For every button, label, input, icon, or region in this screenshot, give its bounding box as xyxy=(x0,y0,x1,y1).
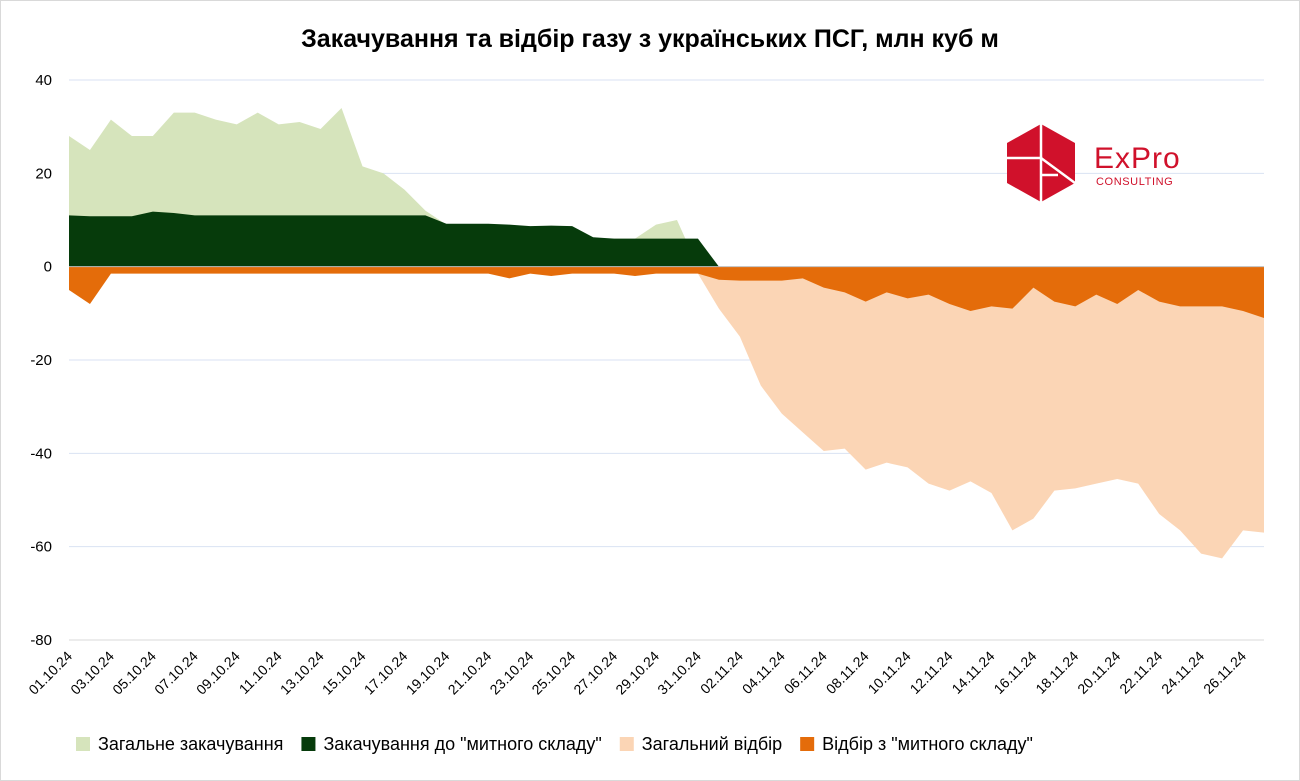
x-tick-label: 23.10.24 xyxy=(486,648,536,698)
x-tick-label: 31.10.24 xyxy=(654,648,704,698)
logo-wordmark: ExPro xyxy=(1094,142,1181,175)
chart-title: Закачування та відбір газу з українських… xyxy=(301,25,999,53)
x-tick-label: 21.10.24 xyxy=(445,648,495,698)
y-tick-label: -20 xyxy=(30,352,52,369)
x-tick-label: 15.10.24 xyxy=(319,648,369,698)
legend-swatch xyxy=(76,737,90,751)
x-tick-label: 13.10.24 xyxy=(277,648,327,698)
area-customs-withdrawal xyxy=(69,266,1264,318)
x-tick-label: 02.11.24 xyxy=(697,648,746,697)
legend-swatch xyxy=(800,737,815,751)
x-tick-label: 20.11.24 xyxy=(1074,648,1123,697)
plot-areas xyxy=(69,108,1264,559)
x-tick-label: 18.11.24 xyxy=(1032,648,1081,697)
legend-label: Загальне закачування xyxy=(98,734,283,754)
area-customs-injection xyxy=(69,211,1264,267)
legend-swatch xyxy=(301,737,316,751)
legend: Загальне закачування Закачування до "митн… xyxy=(76,734,1033,754)
x-tick-label: 29.10.24 xyxy=(612,648,662,698)
x-tick-label: 06.11.24 xyxy=(781,648,830,697)
x-tick-label: 24.11.24 xyxy=(1158,648,1207,697)
x-tick-label: 08.11.24 xyxy=(823,648,872,697)
x-tick-label: 01.10.24 xyxy=(25,648,75,698)
area-total-withdrawal xyxy=(69,266,1264,559)
y-tick-label: -60 xyxy=(30,539,52,556)
x-tick-label: 26.11.24 xyxy=(1200,648,1249,697)
y-tick-label: 20 xyxy=(35,165,52,182)
y-tick-label: 40 xyxy=(35,72,52,89)
expro-logo: ExPro CONSULTING xyxy=(1007,124,1181,202)
y-axis-ticks: 40 20 0 -20 -40 -60 -80 xyxy=(30,72,52,649)
x-axis-ticks: 01.10.2403.10.2405.10.2407.10.2409.10.24… xyxy=(25,648,1249,698)
logo-subtitle: CONSULTING xyxy=(1096,176,1173,188)
x-axis xyxy=(69,266,1264,641)
legend-swatch xyxy=(619,737,634,751)
x-tick-label: 05.10.24 xyxy=(109,648,159,698)
x-tick-label: 22.11.24 xyxy=(1116,648,1165,697)
y-tick-label: -40 xyxy=(30,445,52,462)
logo-cube-icon xyxy=(1007,124,1076,202)
x-tick-label: 25.10.24 xyxy=(528,648,578,698)
x-tick-label: 11.10.24 xyxy=(236,648,285,697)
y-tick-label: -80 xyxy=(30,632,52,649)
x-tick-label: 10.11.24 xyxy=(865,648,914,697)
x-tick-label: 27.10.24 xyxy=(570,648,620,698)
legend-label: Закачування до "митного складу" xyxy=(323,734,601,754)
x-tick-label: 04.11.24 xyxy=(739,648,788,697)
x-tick-label: 07.10.24 xyxy=(151,648,201,698)
x-tick-label: 17.10.24 xyxy=(361,648,411,698)
y-tick-label: 0 xyxy=(44,259,52,276)
x-tick-label: 16.11.24 xyxy=(990,648,1039,697)
x-tick-label: 14.11.24 xyxy=(948,648,997,697)
x-tick-label: 09.10.24 xyxy=(193,648,243,698)
legend-label: Загальний відбір xyxy=(642,734,782,754)
legend-label: Відбір з "митного складу" xyxy=(822,734,1033,754)
x-tick-label: 19.10.24 xyxy=(403,648,453,698)
x-tick-label: 03.10.24 xyxy=(67,648,117,698)
x-tick-label: 12.11.24 xyxy=(907,648,956,697)
